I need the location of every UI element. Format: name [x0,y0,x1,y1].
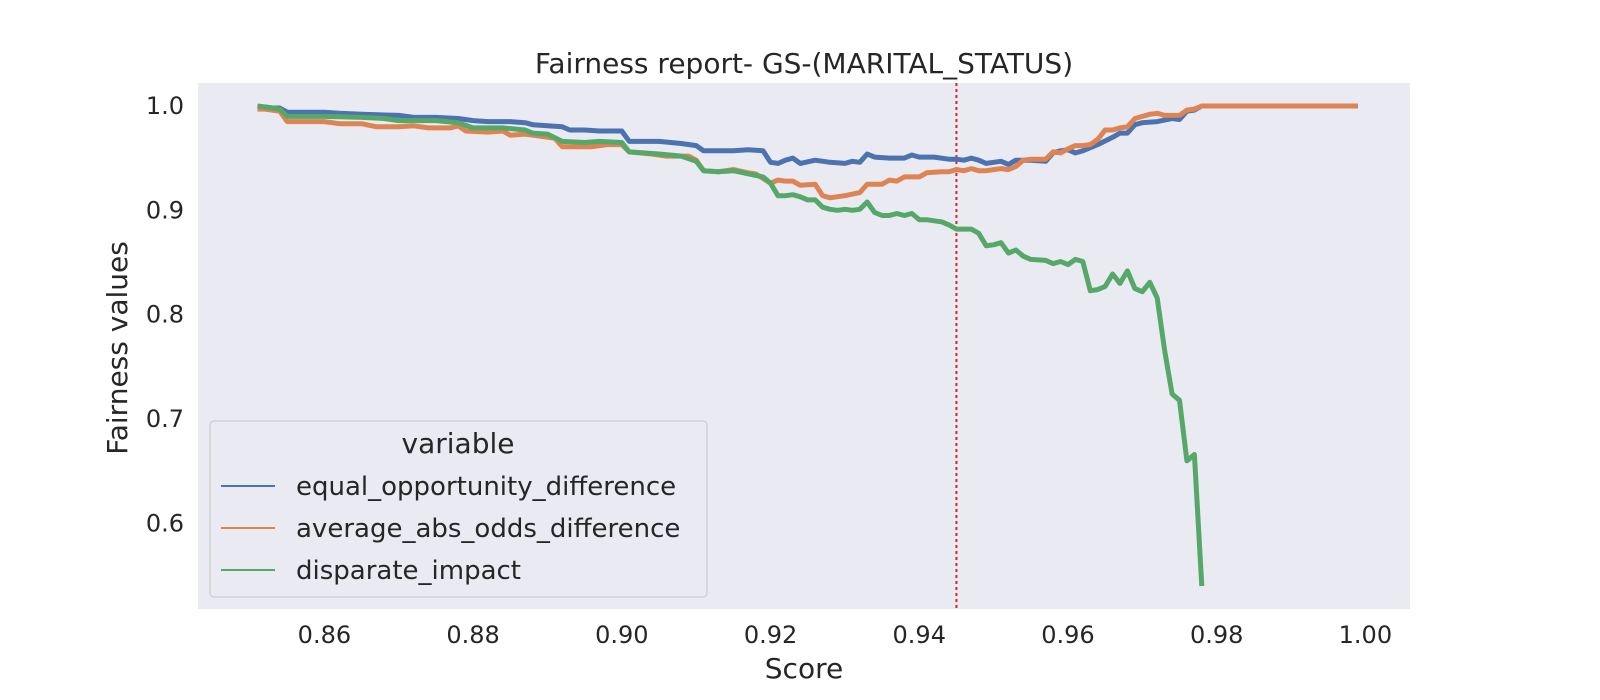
y-tick-label: 0.8 [146,301,184,329]
legend-title: variable [402,427,515,460]
chart-title: Fairness report- GS-(MARITAL_STATUS) [535,47,1073,80]
y-tick-label: 0.9 [146,196,184,224]
legend-box [209,420,708,598]
y-tick-label: 0.7 [146,405,184,433]
x-tick-label: 0.92 [744,621,797,649]
x-tick-label: 0.98 [1190,621,1243,649]
y-axis-label: Fairness values [101,241,134,455]
series-line-disparate-impact [257,103,1205,587]
x-tick-label: 0.96 [1041,621,1094,649]
x-tick-label: 1.00 [1339,621,1392,649]
legend: variable equal_opportunity_differenceave… [209,420,708,598]
x-axis-label: Score [765,652,843,685]
series-line-average-abs-odds-difference [257,103,1358,201]
x-tick-label: 0.94 [893,621,946,649]
legend-label: disparate_impact [296,556,521,586]
x-tick-label: 0.86 [298,621,351,649]
x-tick-label: 0.90 [595,621,648,649]
y-tick-label: 1.0 [146,92,184,120]
x-tick-label: 0.88 [446,621,499,649]
legend-label: equal_opportunity_difference [296,472,676,502]
series-line-equal-opportunity-difference [257,103,1358,167]
legend-label: average_abs_odds_difference [296,514,680,544]
y-tick-label: 0.6 [146,509,184,537]
